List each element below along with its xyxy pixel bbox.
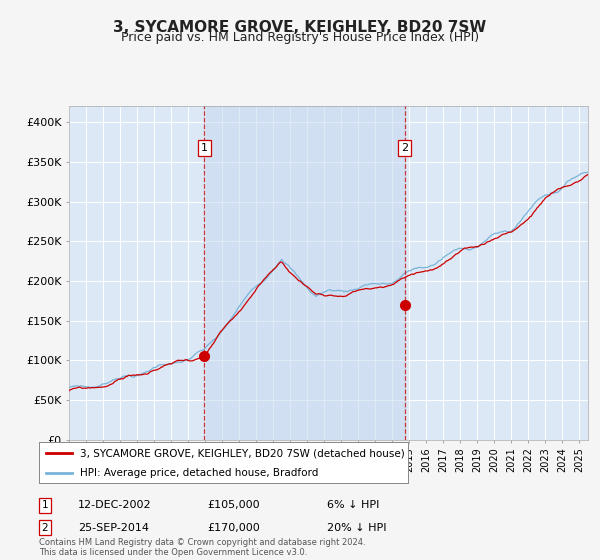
Text: 1: 1 [41,500,49,510]
Text: 2: 2 [41,522,49,533]
Text: 1: 1 [201,143,208,153]
Text: £170,000: £170,000 [207,522,260,533]
Text: 3, SYCAMORE GROVE, KEIGHLEY, BD20 7SW: 3, SYCAMORE GROVE, KEIGHLEY, BD20 7SW [113,20,487,35]
Text: 6% ↓ HPI: 6% ↓ HPI [327,500,379,510]
Text: 20% ↓ HPI: 20% ↓ HPI [327,522,386,533]
Text: 3, SYCAMORE GROVE, KEIGHLEY, BD20 7SW (detached house): 3, SYCAMORE GROVE, KEIGHLEY, BD20 7SW (d… [80,449,404,458]
Text: Price paid vs. HM Land Registry's House Price Index (HPI): Price paid vs. HM Land Registry's House … [121,31,479,44]
Text: £105,000: £105,000 [207,500,260,510]
Text: Contains HM Land Registry data © Crown copyright and database right 2024.
This d: Contains HM Land Registry data © Crown c… [39,538,365,557]
Bar [204,106,405,440]
Text: HPI: Average price, detached house, Bradford: HPI: Average price, detached house, Brad… [80,468,318,478]
Text: 2: 2 [401,143,408,153]
Text: 25-SEP-2014: 25-SEP-2014 [78,522,149,533]
Text: 12-DEC-2002: 12-DEC-2002 [78,500,152,510]
